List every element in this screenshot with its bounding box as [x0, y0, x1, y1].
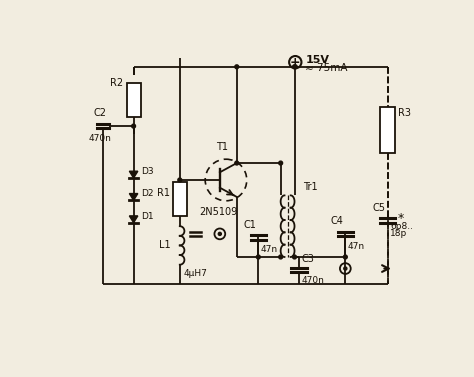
Circle shape [279, 255, 283, 259]
Polygon shape [129, 216, 138, 223]
Text: 47n: 47n [347, 242, 365, 251]
Text: T1: T1 [216, 141, 228, 152]
Circle shape [219, 232, 221, 235]
Text: 18p: 18p [390, 228, 407, 238]
Text: D2: D2 [141, 189, 154, 198]
Text: 6p8..: 6p8.. [390, 222, 413, 231]
Bar [127, 83, 140, 117]
Text: *: * [398, 212, 404, 225]
Text: 2N5109: 2N5109 [199, 207, 237, 217]
Circle shape [293, 65, 297, 69]
Text: 820Ω: 820Ω [129, 90, 138, 110]
Polygon shape [129, 193, 138, 200]
Text: C5: C5 [373, 203, 385, 213]
Polygon shape [129, 171, 138, 178]
Bar [173, 182, 187, 216]
Text: C2: C2 [94, 109, 107, 118]
Circle shape [235, 161, 239, 165]
Text: D1: D1 [141, 211, 154, 221]
Circle shape [292, 255, 296, 259]
Circle shape [343, 255, 347, 259]
Text: +: + [290, 56, 301, 69]
Circle shape [132, 124, 136, 128]
Text: 15V: 15V [305, 55, 329, 65]
Text: 470n: 470n [89, 134, 112, 143]
Text: R3: R3 [398, 108, 410, 118]
Circle shape [279, 161, 283, 165]
Circle shape [235, 65, 239, 69]
Text: C4: C4 [330, 216, 343, 226]
Circle shape [292, 65, 296, 69]
Circle shape [178, 178, 182, 182]
Circle shape [256, 255, 260, 259]
Text: C3: C3 [301, 254, 314, 264]
Text: 47n: 47n [261, 245, 278, 254]
Text: 47Ω: 47Ω [383, 122, 392, 138]
Text: 4μH7: 4μH7 [183, 268, 208, 277]
Text: R2: R2 [110, 78, 124, 88]
Text: ≈ 75mA: ≈ 75mA [305, 63, 348, 74]
Text: D3: D3 [141, 167, 154, 176]
Text: L1: L1 [159, 241, 171, 250]
Circle shape [344, 267, 347, 270]
Text: R1: R1 [157, 188, 170, 198]
Text: Tr1: Tr1 [303, 182, 318, 192]
Text: 470n: 470n [301, 276, 324, 285]
Bar [380, 107, 395, 153]
Text: 15Ω: 15Ω [175, 192, 184, 207]
Text: C1: C1 [243, 220, 256, 230]
